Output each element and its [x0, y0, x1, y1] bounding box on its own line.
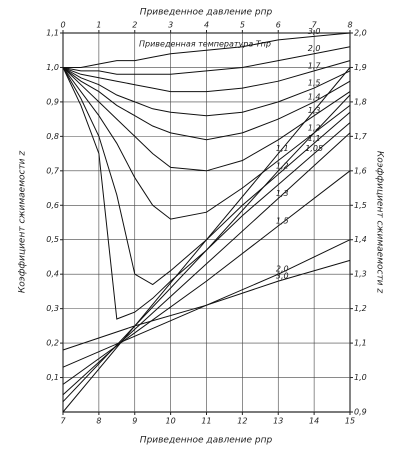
y-tick-label: 1,4	[354, 235, 367, 244]
curve	[62, 67, 351, 413]
y-tick-label: 0,9	[46, 97, 59, 106]
y-tick-label: 1,3	[354, 270, 367, 279]
x-tick-label: 8	[347, 21, 352, 30]
curve	[62, 259, 351, 351]
curve-label: 1,2	[308, 123, 321, 132]
curve-label: 1,4	[308, 92, 321, 101]
curve-label: 3,0	[308, 27, 321, 36]
y-tick-label: 2,0	[354, 29, 367, 38]
curve	[62, 67, 351, 117]
curve	[63, 32, 351, 68]
x-tick-label: 6	[276, 21, 281, 30]
curve	[62, 67, 351, 141]
y-tick-label: 0,8	[46, 132, 59, 141]
x-tick-label: 4	[204, 21, 209, 30]
y-tick-label: 1,1	[354, 339, 367, 348]
curve-label: 1,5	[308, 79, 321, 88]
curve-label: 1,7	[308, 61, 322, 70]
left-axis-label: Коэффициент сжимаемости z	[18, 151, 28, 294]
x-tick-label: 5	[240, 21, 245, 30]
x-tick-label: 3	[168, 21, 173, 30]
y-tick-label: 0,6	[46, 201, 59, 210]
y-tick-label: 1,2	[354, 304, 367, 313]
y-tick-label: 0,5	[46, 235, 59, 244]
y-tick-label: 0,9	[354, 408, 367, 417]
bottom-axis-label: Приведенное давление pпр	[140, 436, 273, 446]
y-tick-label: 1,8	[354, 97, 367, 106]
y-tick-label: 0,2	[46, 339, 59, 348]
y-tick-label: 1,1	[46, 29, 59, 38]
curve	[62, 170, 351, 385]
curve	[62, 60, 351, 93]
curve-label: 1,1	[276, 144, 289, 153]
y-tick-label: 0,7	[46, 166, 60, 175]
y-tick-label: 1,6	[354, 166, 367, 175]
x-tick-label: 12	[237, 417, 247, 426]
curve	[62, 67, 351, 220]
x-tick-label: 8	[96, 417, 101, 426]
curve-label: 2,0	[276, 265, 289, 274]
x-tick-label: 14	[309, 417, 319, 426]
x-tick-label: 11	[201, 417, 211, 426]
right-axis-label: Коэффициент сжимаемости z	[375, 151, 385, 294]
x-tick-label: 7	[60, 417, 66, 426]
x-tick-label: 15	[345, 417, 355, 426]
y-tick-label: 1,5	[354, 201, 367, 210]
curve-label: 2,0	[308, 44, 321, 53]
curve	[62, 67, 351, 286]
curve-label: 1,5	[276, 216, 289, 225]
curve-label: 1,2	[276, 161, 289, 170]
y-tick-label: 0,1	[46, 373, 59, 382]
x-tick-label: 7	[312, 21, 318, 30]
x-tick-label: 1	[96, 21, 101, 30]
curve	[62, 46, 351, 75]
x-tick-label: 0	[60, 21, 65, 30]
curve	[62, 67, 351, 172]
curve	[62, 67, 351, 320]
top-axis-label: Приведенное давление pпр	[140, 8, 273, 18]
y-tick-label: 1,0	[354, 373, 367, 382]
curve-label: 3,0	[276, 272, 289, 281]
curve-label: 1,1	[308, 134, 321, 143]
curve	[62, 132, 351, 396]
y-tick-label: 1,0	[46, 63, 59, 72]
x-tick-label: 10	[166, 417, 176, 426]
curve-label: 1,05	[305, 144, 323, 153]
x-tick-label: 2	[132, 21, 137, 30]
curve-family-label: Приведенная температура Tпр	[139, 40, 271, 49]
x-tick-label: 9	[132, 417, 137, 426]
x-tick-label: 13	[273, 417, 283, 426]
curve-label: 1,3	[276, 189, 289, 198]
y-tick-label: 0,4	[46, 270, 59, 279]
y-tick-label: 1,9	[354, 63, 367, 72]
y-tick-label: 0,3	[46, 304, 59, 313]
y-tick-label: 1,7	[354, 132, 368, 141]
